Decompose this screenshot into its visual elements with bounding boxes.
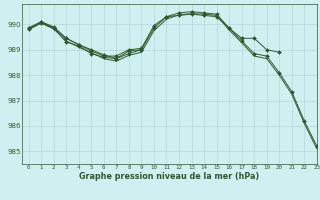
X-axis label: Graphe pression niveau de la mer (hPa): Graphe pression niveau de la mer (hPa) (79, 172, 260, 181)
